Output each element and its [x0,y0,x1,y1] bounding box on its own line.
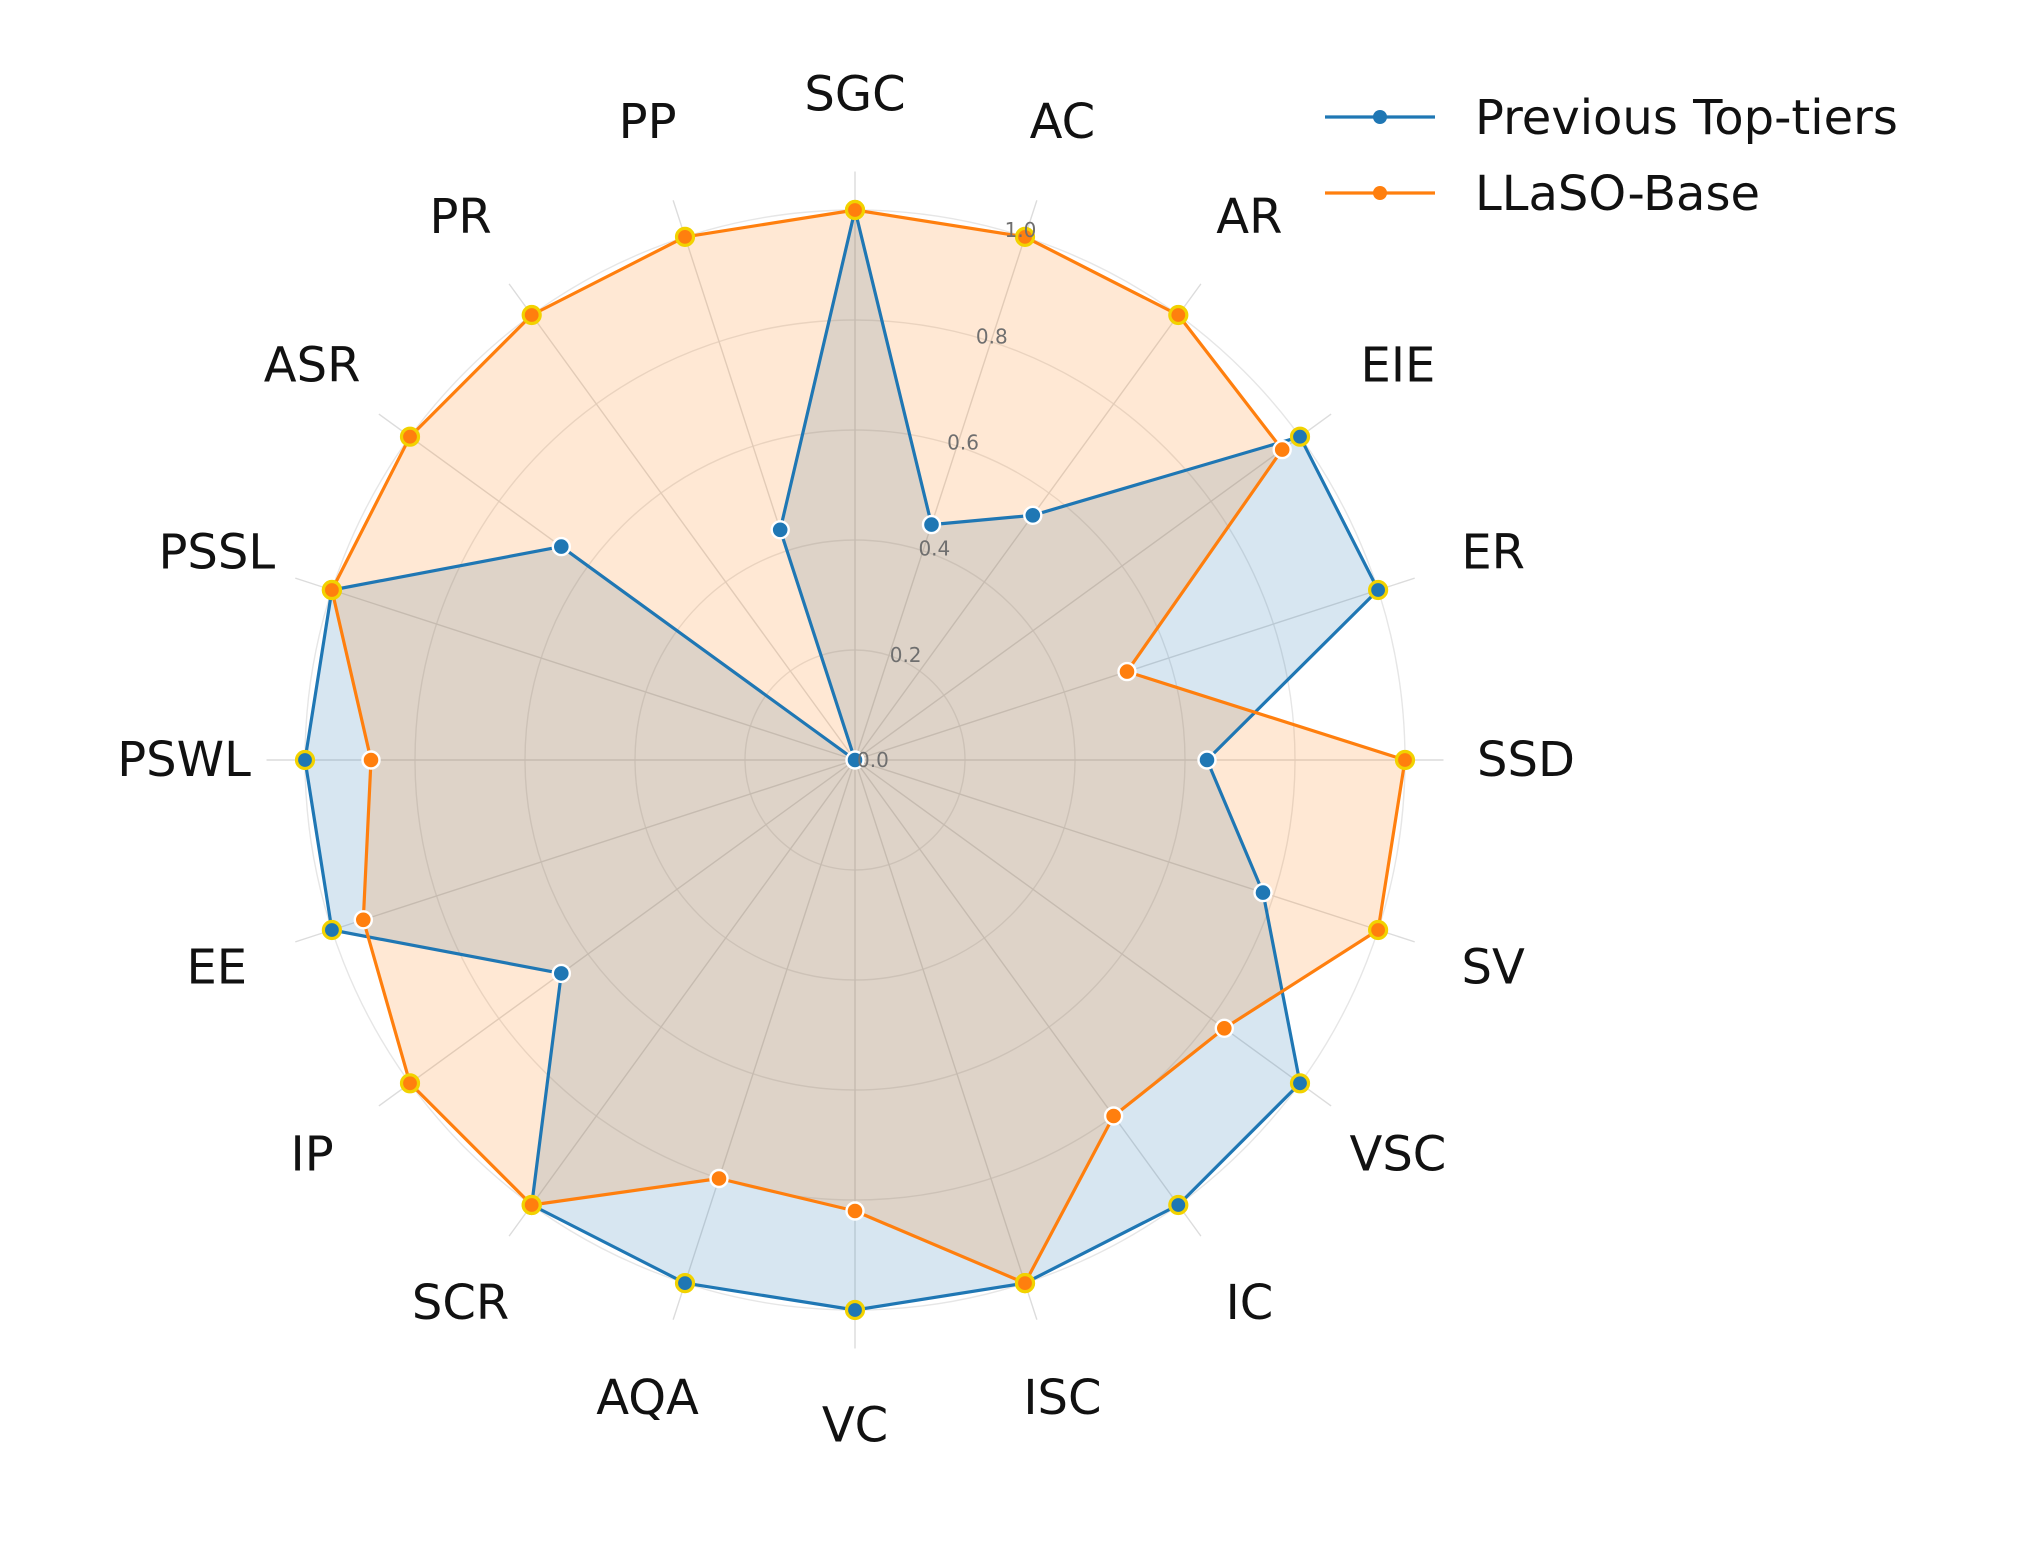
point-previous-top-tiers-pswl [294,749,316,771]
spoke-pr [508,283,856,761]
point-llaso-base-pr [521,304,542,326]
point-llaso-base-pssl [321,579,342,601]
spoke-eie [854,413,1332,761]
category-label-ic: IC [1226,1275,1274,1331]
category-label-isc: ISC [1023,1370,1101,1426]
point-llaso-base-ac [1014,226,1036,247]
radial-tick-label: 1.0 [1005,218,1037,242]
legend-item-previous-top-tiers: Previous Top-tiers [1325,90,1898,146]
point-llaso-base-aqa [709,1168,729,1189]
radial-tick-label: 0.6 [947,430,979,454]
spoke-isc [854,759,1038,1320]
point-llaso-base-vc [845,1201,865,1221]
point-llaso-base-ip [399,1073,421,1094]
point-llaso-base-er [1117,661,1137,682]
point-llaso-base-asr [399,426,421,447]
category-label-ee: EE [186,939,247,995]
point-previous-top-tiers-ssd [1197,750,1217,770]
point-previous-top-tiers-er [1367,579,1389,601]
category-label-ssd: SSD [1477,732,1575,788]
point-previous-top-tiers-asr [551,536,571,557]
spoke-ic [854,759,1202,1237]
category-label-pssl: PSSL [158,525,275,581]
category-label-ip: IP [291,1126,334,1182]
point-llaso-base-isc [1014,1272,1036,1294]
category-label-pswl: PSWL [117,732,251,788]
spoke-ac [854,200,1038,761]
category-label-eie: EIE [1360,338,1435,394]
legend-marker-previous-top-tiers [1373,110,1387,124]
point-previous-top-tiers-ic [1168,1194,1189,1216]
series-layer [294,199,1416,1321]
category-label-vc: VC [822,1398,888,1454]
legend-item-llaso-base: LLaSO-Base [1325,166,1760,222]
category-label-pp: PP [619,94,677,150]
spoke-scr [508,759,856,1237]
legend-label-llaso-base: LLaSO-Base [1475,166,1760,222]
point-previous-top-tiers-pr [845,750,865,770]
point-previous-top-tiers-aqa [674,1272,696,1294]
category-label-aqa: AQA [596,1370,699,1426]
point-previous-top-tiers-vsc [1289,1073,1311,1094]
legend: Previous Top-tiers LLaSO-Base [1325,90,1898,222]
point-llaso-base-ssd [1394,749,1416,771]
point-llaso-base-scr [521,1194,542,1216]
category-label-pr: PR [429,189,491,245]
spoke-ee [295,759,856,943]
point-llaso-base-pswl [361,750,381,770]
point-previous-top-tiers-vc [844,1299,866,1321]
legend-marker-llaso-base [1373,186,1387,200]
point-previous-top-tiers-ip [551,963,571,984]
legend-label-previous-top-tiers: Previous Top-tiers [1475,90,1898,146]
category-label-ac: AC [1030,94,1096,150]
point-previous-top-tiers-ac [921,514,942,535]
category-label-er: ER [1461,525,1525,581]
radial-tick-label: 0.4 [918,537,950,561]
radial-tick-label: 0.2 [890,643,922,667]
point-previous-top-tiers-sv [1253,882,1273,903]
point-previous-top-tiers-eie [1289,426,1311,447]
radial-tick-label: 0.0 [857,748,889,772]
point-previous-top-tiers-ar [1023,505,1043,525]
spoke-ip [378,759,856,1107]
category-label-sgc: SGC [804,67,905,123]
point-llaso-base-eie [1272,439,1292,460]
category-label-asr: ASR [264,338,361,394]
point-previous-top-tiers-ee [321,919,342,941]
spoke-pssl [295,577,856,761]
point-llaso-base-sv [1367,919,1389,941]
category-label-ar: AR [1216,189,1282,245]
series-area-previous-top-tiers [305,210,1379,1310]
point-previous-top-tiers-pp [770,520,790,540]
category-label-scr: SCR [412,1275,509,1331]
point-llaso-base-ar [1168,304,1189,326]
spoke-sv [854,759,1415,943]
spoke-aqa [672,759,856,1320]
category-label-sv: SV [1462,939,1525,995]
category-label-vsc: VSC [1349,1126,1446,1182]
label-layer: 0.0 0.2 0.4 0.6 0.8 1.0 SGC AC AR EIE ER SSD SV VSC IC… [117,67,1575,1454]
point-llaso-base-pp [674,226,696,247]
point-llaso-base-ee [353,910,373,930]
point-llaso-base-ic [1103,1106,1124,1126]
series-area-llaso-base [331,210,1405,1284]
point-llaso-base-vsc [1214,1018,1235,1039]
spoke-vsc [854,759,1332,1107]
point-llaso-base-sgc [844,199,866,221]
radial-tick-label: 0.8 [976,324,1008,348]
